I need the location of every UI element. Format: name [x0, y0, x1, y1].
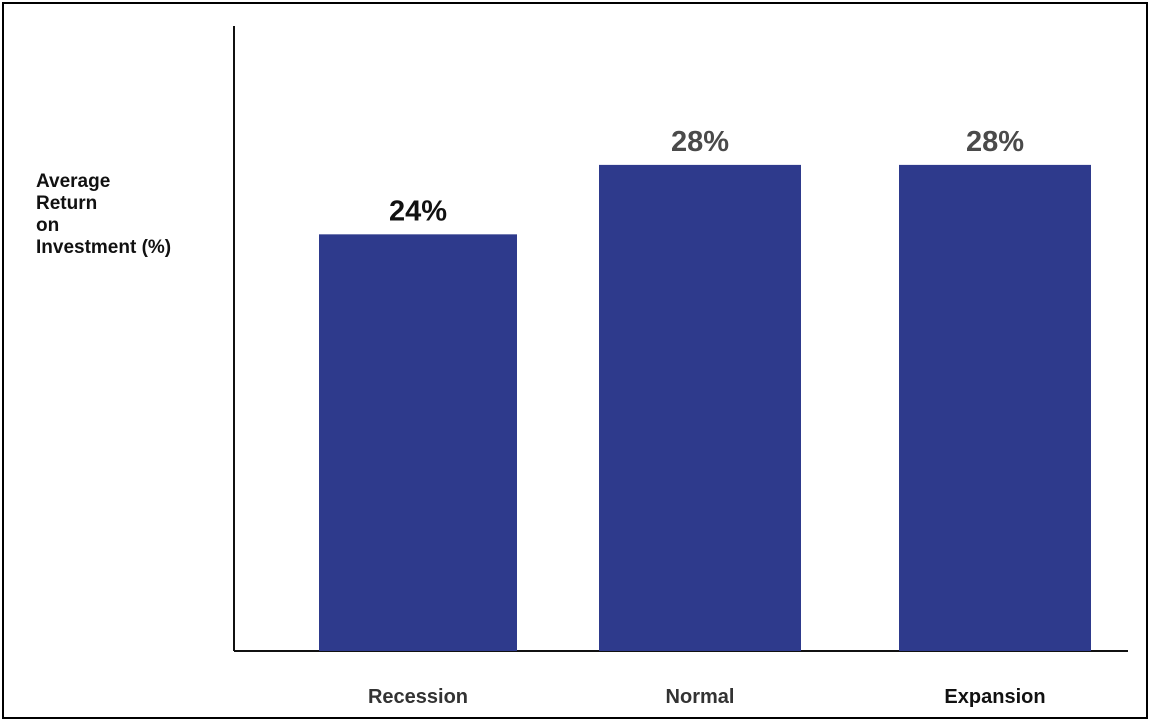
- y-axis-label-line-1: Average: [36, 171, 111, 192]
- bar-normal: [599, 164, 801, 651]
- y-axis-label-line-4: Investment (%): [36, 237, 172, 258]
- bar-expansion: [899, 164, 1091, 651]
- data-label-normal: 28%: [671, 126, 729, 158]
- category-label-recession: Recession: [368, 686, 468, 708]
- data-label-recession: 24%: [389, 195, 447, 227]
- bar-recession: [319, 234, 517, 652]
- category-label-expansion: Expansion: [944, 686, 1045, 708]
- y-axis-label-line-3: on: [36, 215, 60, 236]
- category-label-normal: Normal: [666, 686, 735, 708]
- y-axis-label: Average Return on Investment (%): [36, 171, 226, 259]
- y-axis-label-line-2: Return: [36, 193, 98, 214]
- data-label-expansion: 28%: [966, 126, 1024, 158]
